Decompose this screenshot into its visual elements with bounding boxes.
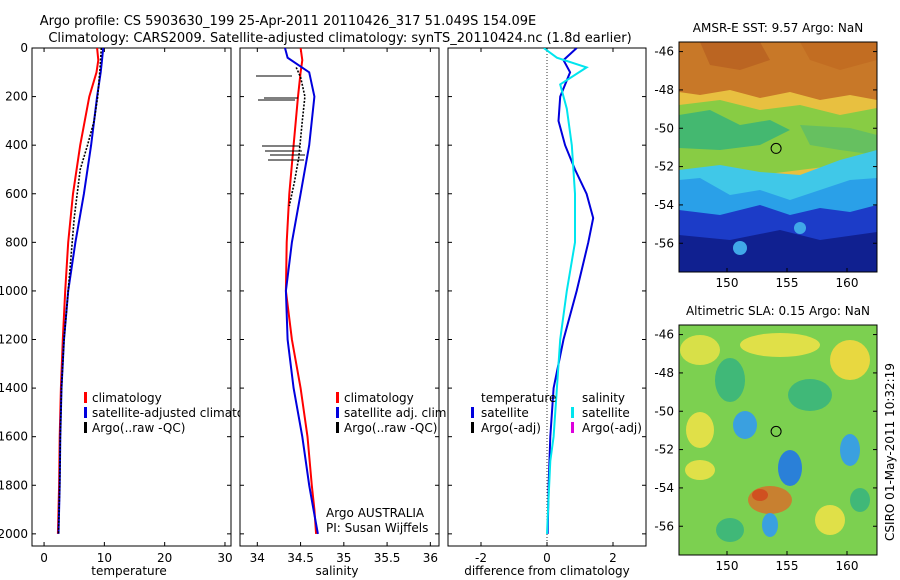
temp-series-line — [57, 48, 103, 534]
sla-ytick-label: -54 — [654, 481, 674, 495]
difference-axes: -2 0 2 — [448, 47, 646, 565]
sla-map-panel: Altimetric SLA: 0.15 Argo: NaN 150 155 160… — [654, 304, 878, 573]
sla-map-title: Altimetric SLA: 0.15 Argo: NaN — [686, 304, 870, 318]
temperature-lines — [56, 48, 105, 534]
sla-ytick-label: -56 — [654, 519, 674, 533]
sal-xtick-label: 36 — [423, 551, 438, 565]
difference-legend-salinity-satellite: satellite — [582, 406, 630, 420]
temp-ytick-label: 800 — [5, 235, 28, 249]
sal-xtick-label: 35 — [336, 551, 351, 565]
diff-xtick-label: 0 — [543, 551, 551, 565]
temperature-legend-argo: Argo(..raw -QC) — [92, 421, 185, 435]
sst-xtick-label: 160 — [836, 276, 859, 290]
salinity-legend-argo: Argo(..raw -QC) — [344, 421, 437, 435]
difference-legend-header-salinity: salinity — [582, 391, 625, 405]
diff-series-line — [546, 48, 595, 534]
temp-xtick-label: 0 — [40, 551, 48, 565]
figure-title-line2: Climatology: CARS2009. Satellite-adjuste… — [48, 31, 631, 46]
salinity-legend-climatology: climatology — [344, 391, 414, 405]
sst-map-argo-marker — [770, 142, 782, 154]
sst-map-axes: 150 155 160 -46 -48 -50 -52 -54 -56 — [654, 45, 877, 290]
sst-ytick-label: -54 — [654, 198, 674, 212]
temp-xtick-label: 10 — [97, 551, 112, 565]
sst-ytick-label: -52 — [654, 160, 674, 174]
temp-ytick-label: 1600 — [0, 430, 28, 444]
sal-series-line — [284, 48, 318, 534]
difference-panel: -2 0 2 difference from climatology tempera… — [447, 47, 647, 578]
difference-xlabel: difference from climatology — [464, 564, 630, 578]
sst-xtick-label: 150 — [716, 276, 739, 290]
temp-ytick-label: 0 — [20, 41, 28, 55]
salinity-legend-satellite: satellite adj. clim. — [344, 406, 450, 420]
temperature-panel: 0 10 20 30 0 200 400 600 800 1000 1200 1400 1600 1800… — [0, 41, 270, 578]
sst-ytick-label: -56 — [654, 236, 674, 250]
difference-legend: temperature salinity satellite satellite… — [471, 391, 642, 435]
diff-xtick-label: 2 — [609, 551, 617, 565]
difference-legend-temperature-satellite: satellite — [481, 406, 529, 420]
temp-ytick-label: 600 — [5, 187, 28, 201]
sst-map-title: AMSR-E SST: 9.57 Argo: NaN — [693, 21, 863, 35]
temperature-legend-satellite: satellite-adjusted climatology — [92, 406, 270, 420]
sal-series-line — [284, 48, 319, 535]
temp-ytick-label: 1800 — [0, 478, 28, 492]
temp-ytick-label: 1400 — [0, 381, 28, 395]
sla-ytick-label: -50 — [654, 404, 674, 418]
difference-legend-salinity-argo: Argo(-adj) — [582, 421, 642, 435]
salinity-annotation-line2: PI: Susan Wijffels — [326, 521, 428, 535]
sla-xtick-label: 160 — [836, 559, 859, 573]
temp-ytick-label: 2000 — [0, 527, 28, 541]
difference-lines — [543, 48, 595, 534]
temperature-legend: climatology satellite-adjusted climatolo… — [84, 391, 270, 435]
sal-xtick-label: 35.5 — [374, 551, 401, 565]
salinity-xlabel: salinity — [315, 564, 358, 578]
diff-series-line — [543, 48, 589, 534]
temperature-xlabel: temperature — [91, 564, 166, 578]
sla-xtick-label: 150 — [716, 559, 739, 573]
salinity-panel: 34 34.5 35 35.5 36 salinity climatology sate… — [239, 47, 450, 578]
temp-ytick-label: 1000 — [0, 284, 28, 298]
sst-map-panel: AMSR-E SST: 9.57 Argo: NaN 150 155 160 -46 -… — [654, 21, 878, 290]
sst-ytick-label: -50 — [654, 121, 674, 135]
sst-ytick-label: -48 — [654, 83, 674, 97]
sal-xtick-label: 34 — [250, 551, 265, 565]
sla-ytick-label: -52 — [654, 443, 674, 457]
temperature-axes: 0 10 20 30 0 200 400 600 800 1000 1200 1400 1600 1800… — [0, 41, 233, 565]
salinity-annotation-line1: Argo AUSTRALIA — [326, 506, 425, 520]
sst-xtick-label: 155 — [776, 276, 799, 290]
sla-map-argo-marker — [770, 425, 782, 437]
temp-xtick-label: 20 — [157, 551, 172, 565]
sla-ytick-label: -46 — [654, 328, 674, 342]
sst-ytick-label: -46 — [654, 45, 674, 59]
salinity-lines — [284, 48, 319, 535]
difference-legend-temperature-argo: Argo(-adj) — [481, 421, 541, 435]
temperature-legend-climatology: climatology — [92, 391, 162, 405]
creation-stamp: CSIRO 01-May-2011 10:32:19 — [883, 363, 897, 541]
temp-xtick-label: 30 — [217, 551, 232, 565]
sla-map-image — [679, 325, 877, 555]
temp-ytick-label: 400 — [5, 138, 28, 152]
sst-map-image — [679, 42, 877, 272]
figure-title-line1: Argo profile: CS 5903630_199 25-Apr-2011… — [40, 14, 536, 29]
diff-xtick-label: -2 — [475, 551, 487, 565]
sla-map-axes: 150 155 160 -46 -48 -50 -52 -54 -56 — [654, 328, 877, 573]
sal-series-line — [288, 67, 306, 207]
temp-ytick-label: 1200 — [0, 333, 28, 347]
sal-xtick-label: 34.5 — [287, 551, 314, 565]
temp-ytick-label: 200 — [5, 90, 28, 104]
sla-ytick-label: -48 — [654, 366, 674, 380]
difference-legend-header-temperature: temperature — [481, 391, 556, 405]
salinity-argo-spikes — [256, 75, 305, 161]
sla-xtick-label: 155 — [776, 559, 799, 573]
salinity-legend: climatology satellite adj. clim. Argo(..… — [336, 391, 450, 435]
